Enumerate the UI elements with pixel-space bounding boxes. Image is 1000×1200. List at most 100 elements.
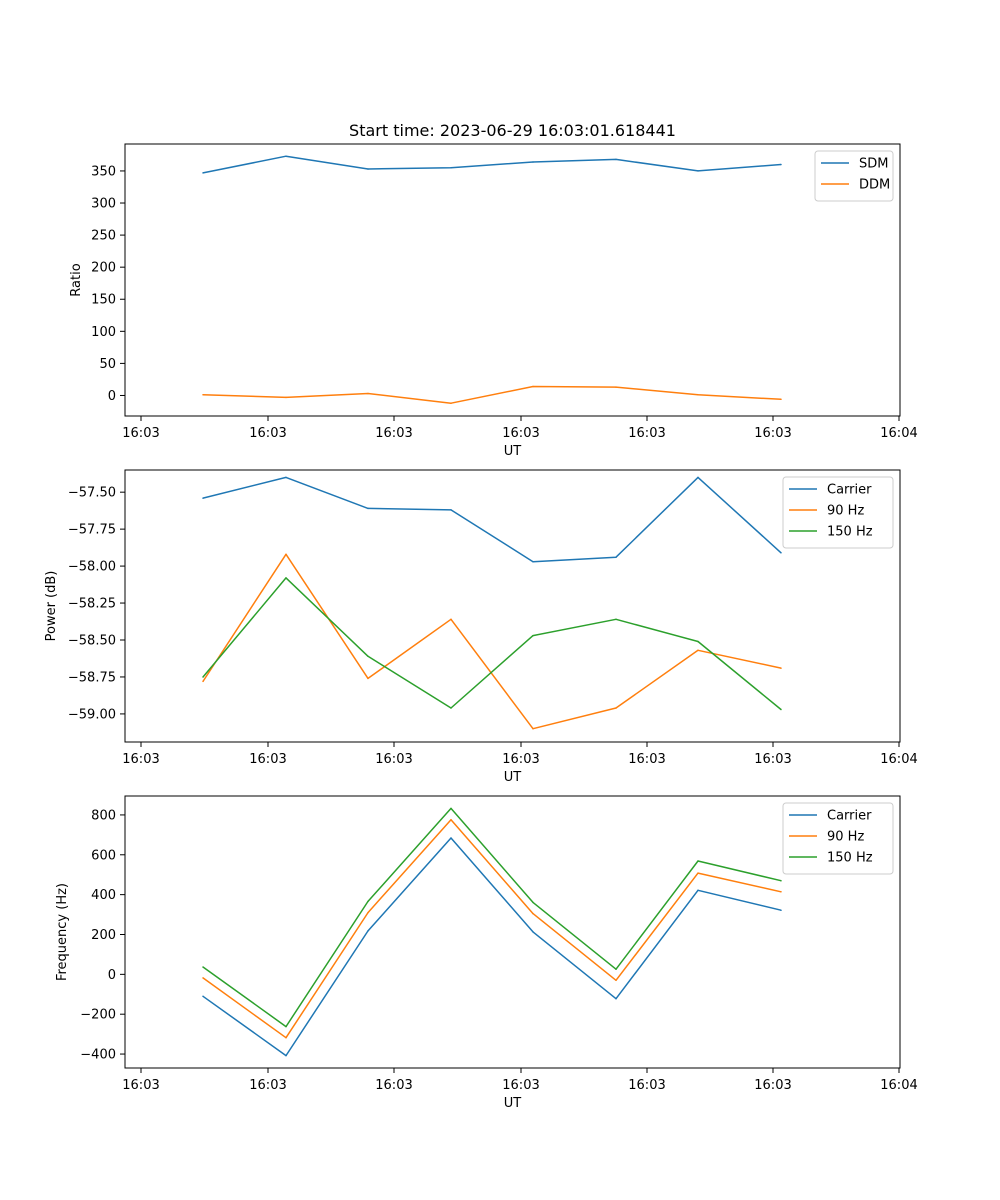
data-point-150-hz <box>780 879 782 882</box>
x-tick-label: 16:03 <box>249 752 286 767</box>
data-point-carrier <box>615 997 617 1000</box>
data-point-carrier <box>780 909 782 911</box>
x-tick-label: 16:03 <box>249 1078 286 1093</box>
x-tick-label: 16:03 <box>754 426 791 441</box>
y-tick-label: 250 <box>91 229 116 244</box>
x-tick-label: 16:03 <box>375 1078 412 1093</box>
x-tick-label: 16:04 <box>880 752 917 767</box>
y-tick-label: 200 <box>91 261 116 276</box>
data-point-150-hz <box>615 968 617 970</box>
chart-panel-1: 16:03 16:03 16:03 16:03 16:03 16:03 16:04 UT 0 50… <box>69 143 918 459</box>
y-tick-label: −400 <box>80 1048 116 1063</box>
x-tick-label: 16:03 <box>122 426 159 441</box>
legend: Carrier 90 Hz 150 Hz <box>782 802 894 875</box>
x-tick-label: 16:03 <box>122 1078 159 1093</box>
data-point-90-hz <box>697 649 699 652</box>
y-tick-label: 150 <box>91 293 116 308</box>
legend-entry: 90 Hz <box>827 504 864 519</box>
data-point-90-hz <box>367 911 369 914</box>
data-point-carrier <box>285 476 287 479</box>
data-point-150-hz <box>367 900 369 903</box>
data-point-150-hz <box>202 966 204 968</box>
data-point-90-hz <box>532 727 534 730</box>
data-point-carrier <box>532 560 534 563</box>
data-point-150-hz <box>450 807 452 810</box>
chart-panel-3: 16:03 16:03 16:03 16:03 16:03 16:03 16:04 UT −40… <box>55 795 918 1111</box>
data-point-150-hz <box>697 860 699 862</box>
legend-entry: Carrier <box>827 809 872 824</box>
plot-frame <box>124 795 901 1069</box>
data-point-carrier <box>780 552 782 554</box>
y-tick-label: −58.75 <box>68 670 116 685</box>
data-point-ddm <box>532 385 534 388</box>
y-tick-label: −58.25 <box>68 597 116 612</box>
x-tick-label: 16:03 <box>502 426 539 441</box>
data-point-sdm <box>367 168 369 170</box>
x-tick-label: 16:03 <box>628 752 665 767</box>
y-tick-label: 200 <box>91 928 116 943</box>
data-point-150-hz <box>367 655 369 658</box>
data-point-150-hz <box>285 1025 287 1028</box>
y-tick-label: −200 <box>80 1008 116 1023</box>
y-tick-label: 50 <box>99 357 116 372</box>
data-point-carrier <box>202 497 204 499</box>
data-point-carrier <box>367 930 369 932</box>
data-point-sdm <box>615 158 617 161</box>
data-point-carrier <box>697 476 699 479</box>
data-point-ddm <box>780 398 782 401</box>
x-tick-label: 16:04 <box>880 1078 917 1093</box>
data-point-90-hz <box>450 818 452 821</box>
data-point-ddm <box>367 392 369 395</box>
y-tick-label: 0 <box>108 968 116 983</box>
data-point-150-hz <box>780 708 782 711</box>
chart-panel-2: 16:03 16:03 16:03 16:03 16:03 16:03 16:04 UT −59… <box>44 469 918 785</box>
data-point-carrier <box>450 837 452 839</box>
data-point-150-hz <box>615 618 617 621</box>
data-point-ddm <box>285 396 287 399</box>
legend-entry: 150 Hz <box>827 525 873 540</box>
data-point-150-hz <box>697 640 699 643</box>
data-point-150-hz <box>285 577 287 579</box>
x-axis-label: UT <box>504 444 522 459</box>
y-tick-label: 100 <box>91 325 116 340</box>
legend-entry: 150 Hz <box>827 851 873 866</box>
legend: Carrier 90 Hz 150 Hz <box>782 476 894 549</box>
x-tick-label: 16:03 <box>122 752 159 767</box>
data-point-carrier <box>285 1054 287 1057</box>
y-tick-label: 800 <box>91 808 116 823</box>
series-line-carrier <box>202 837 782 1057</box>
data-point-ddm <box>615 386 617 388</box>
figure-title: Start time: 2023-06-29 16:03:01.618441 <box>349 121 676 140</box>
series-line-90-hz <box>202 818 782 1039</box>
data-point-sdm <box>780 163 782 166</box>
data-point-ddm <box>450 402 452 404</box>
data-point-150-hz <box>532 901 534 904</box>
series-line-90-hz <box>202 553 782 730</box>
series-line-150-hz <box>202 807 782 1028</box>
y-tick-label: 400 <box>91 888 116 903</box>
plot-frame <box>124 469 901 743</box>
y-tick-label: −58.00 <box>68 560 116 575</box>
x-tick-label: 16:04 <box>880 426 917 441</box>
data-point-90-hz <box>367 677 369 680</box>
data-point-carrier <box>615 556 617 558</box>
data-point-90-hz <box>615 707 617 709</box>
x-tick-label: 16:03 <box>249 426 286 441</box>
series-line-ddm <box>202 385 782 404</box>
data-point-sdm <box>202 172 204 174</box>
y-tick-label: 0 <box>108 389 116 404</box>
y-axis-label: Ratio <box>69 263 84 296</box>
legend-entry: 90 Hz <box>827 830 864 845</box>
x-axis-label: UT <box>504 1096 522 1111</box>
x-tick-label: 16:03 <box>628 1078 665 1093</box>
x-tick-label: 16:03 <box>754 752 791 767</box>
data-point-carrier <box>202 995 204 998</box>
data-point-ddm <box>697 394 699 396</box>
data-point-150-hz <box>532 634 534 637</box>
x-tick-label: 16:03 <box>502 752 539 767</box>
legend-entry: Carrier <box>827 483 872 498</box>
data-point-carrier <box>532 931 534 933</box>
data-point-carrier <box>697 889 699 892</box>
y-tick-label: −57.75 <box>68 523 116 538</box>
